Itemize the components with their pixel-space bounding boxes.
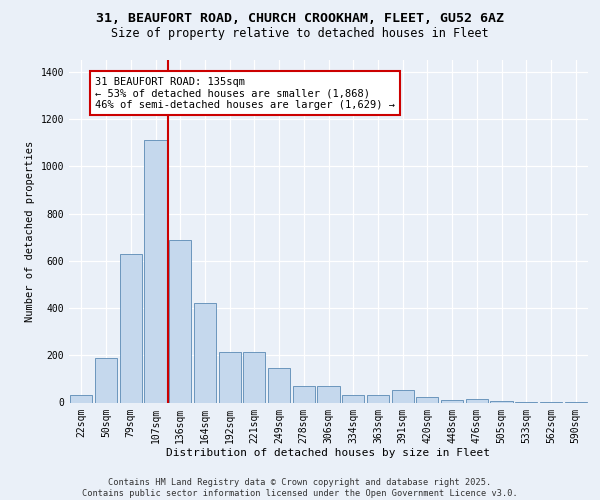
- Bar: [367, 396, 389, 402]
- Bar: [268, 368, 290, 402]
- Text: 31 BEAUFORT ROAD: 135sqm
← 53% of detached houses are smaller (1,868)
46% of sem: 31 BEAUFORT ROAD: 135sqm ← 53% of detach…: [95, 76, 395, 110]
- Bar: [342, 396, 364, 402]
- Bar: [466, 399, 488, 402]
- Y-axis label: Number of detached properties: Number of detached properties: [25, 140, 35, 322]
- Bar: [194, 304, 216, 402]
- X-axis label: Distribution of detached houses by size in Fleet: Distribution of detached houses by size …: [167, 448, 491, 458]
- Text: Size of property relative to detached houses in Fleet: Size of property relative to detached ho…: [111, 28, 489, 40]
- Bar: [145, 140, 167, 402]
- Bar: [169, 240, 191, 402]
- Bar: [392, 390, 414, 402]
- Bar: [95, 358, 117, 403]
- Text: Contains HM Land Registry data © Crown copyright and database right 2025.
Contai: Contains HM Land Registry data © Crown c…: [82, 478, 518, 498]
- Bar: [317, 386, 340, 402]
- Text: 31, BEAUFORT ROAD, CHURCH CROOKHAM, FLEET, GU52 6AZ: 31, BEAUFORT ROAD, CHURCH CROOKHAM, FLEE…: [96, 12, 504, 26]
- Bar: [293, 386, 315, 402]
- Bar: [441, 400, 463, 402]
- Bar: [243, 352, 265, 403]
- Bar: [70, 396, 92, 402]
- Bar: [119, 254, 142, 402]
- Bar: [416, 396, 439, 402]
- Bar: [218, 352, 241, 403]
